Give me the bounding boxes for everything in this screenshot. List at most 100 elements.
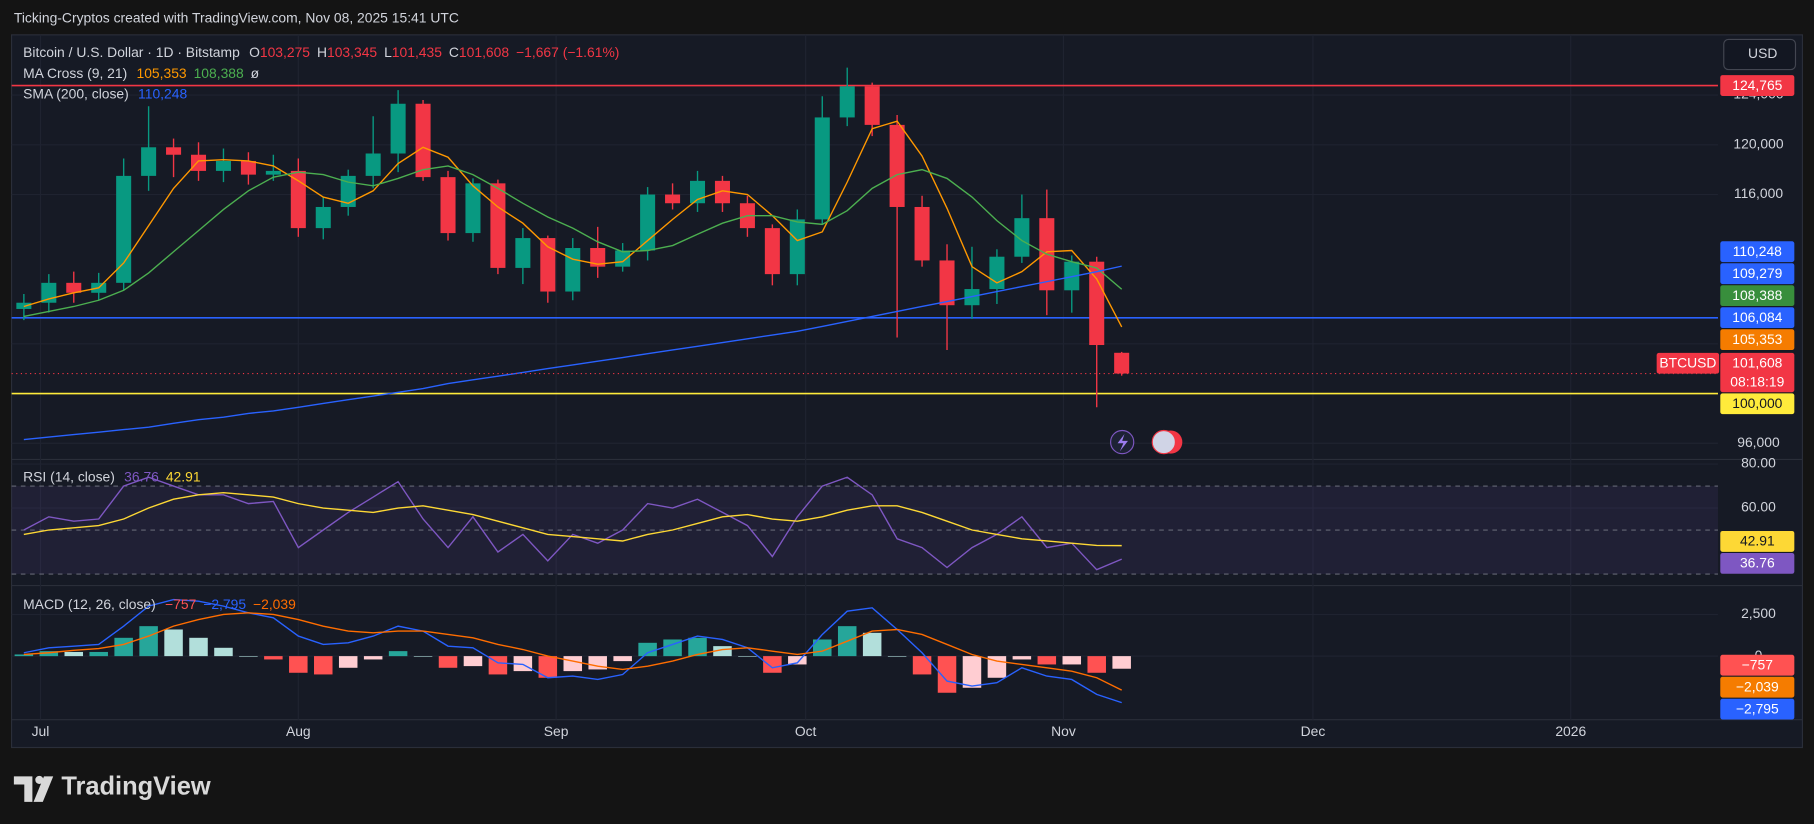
indicator-value: −757: [165, 596, 197, 612]
candle-body: [166, 147, 182, 155]
histogram-bar: [788, 656, 807, 665]
candle-body: [814, 117, 830, 220]
price-label-box: [1720, 263, 1795, 285]
histogram-bar: [1112, 656, 1131, 669]
candle-body: [465, 183, 481, 234]
histogram-bar: [1062, 656, 1082, 665]
currency-button[interactable]: USD: [1723, 38, 1797, 71]
x-tick-label: Dec: [1301, 723, 1326, 739]
price-label-box: [1720, 654, 1795, 676]
histogram-bar: [1012, 656, 1032, 660]
indicator-name: RSI (14, close): [23, 469, 115, 485]
pane: [11, 463, 1718, 575]
brand: TradingView: [61, 773, 211, 801]
price-label: 36.76: [1740, 555, 1775, 571]
histogram-bar: [912, 656, 932, 675]
series-line: [23, 491, 1122, 547]
event-icons: [1110, 429, 1183, 455]
indicator-value: 108,388: [194, 65, 244, 81]
histogram-bar: [413, 656, 433, 657]
histogram-bar: [338, 656, 358, 668]
histogram-bar: [1087, 656, 1106, 673]
candle-body: [839, 86, 855, 118]
candle-body: [141, 147, 157, 176]
histogram-bar: [638, 642, 657, 657]
series-line: [23, 265, 1122, 441]
series-line: [23, 165, 1123, 318]
legend-key: C: [449, 44, 459, 60]
x-tick-label: 2026: [1555, 723, 1586, 739]
price-label-box: [1720, 531, 1795, 552]
candle-body: [365, 153, 381, 176]
price-label-box: [1720, 698, 1795, 720]
candle-body: [490, 183, 506, 268]
price-label: 101,608: [1732, 355, 1782, 371]
legend-value: 101,435: [392, 44, 442, 60]
candle-body: [615, 250, 631, 267]
histogram-bar: [887, 656, 907, 657]
price-label-box: [1720, 352, 1795, 393]
legend-value: 101,608: [459, 44, 509, 60]
candle-body: [864, 86, 880, 125]
histogram-bar: [613, 656, 632, 662]
logo-mark: [35, 775, 44, 784]
indicator-value: 110,248: [138, 86, 187, 102]
price-label: −2,795: [1736, 700, 1779, 716]
x-tick-label: Sep: [544, 723, 569, 739]
candle-body: [764, 228, 780, 275]
candle-body: [565, 248, 581, 292]
histogram-bar: [937, 656, 957, 693]
candle-body: [290, 170, 306, 229]
logo-mark: [33, 776, 54, 802]
series-line: [23, 120, 1123, 328]
price-label-box: [1720, 241, 1795, 263]
y-tick-label: 80.00: [1741, 455, 1776, 471]
price-label-box: [1720, 307, 1795, 329]
candle-body: [340, 175, 356, 207]
histogram-bar: [563, 656, 583, 672]
histogram-bar: [89, 651, 108, 657]
price-label-box: [1720, 676, 1795, 698]
button-frame[interactable]: [1723, 38, 1797, 71]
candle-body: [665, 194, 681, 204]
candle-body: [315, 206, 331, 229]
indicator-value: 36.76: [124, 469, 159, 485]
candle-body: [1014, 218, 1030, 257]
brand-logo: TradingView: [13, 773, 211, 802]
histogram-bar: [214, 647, 233, 657]
pane: [11, 598, 1718, 704]
candle-body: [889, 124, 905, 207]
histogram-bar: [64, 651, 84, 657]
histogram-bar: [139, 626, 158, 657]
button-label[interactable]: USD: [1748, 45, 1777, 61]
candle-body: [415, 103, 431, 178]
histogram-bar: [114, 637, 133, 657]
histogram-bar: [363, 656, 383, 660]
price-label: −2,039: [1736, 678, 1779, 694]
candle-body: [265, 170, 281, 175]
indicator-value: −2,795: [203, 596, 246, 612]
x-tick-label: Jul: [32, 723, 50, 739]
candle-body: [390, 103, 406, 154]
legend-change: −1,667 (−1.61%): [516, 44, 619, 60]
legend-value: 103,345: [327, 44, 377, 60]
price-label-box: [1720, 75, 1795, 96]
legend-value: 103,275: [260, 44, 310, 60]
candle-body: [41, 282, 57, 303]
candle-body: [215, 160, 231, 171]
symbol-tag: [1656, 352, 1720, 374]
legend-key: L: [384, 44, 392, 60]
candle-body: [116, 175, 132, 283]
series-line: [23, 598, 1122, 704]
indicator-value: −2,039: [253, 596, 296, 612]
candle-body: [640, 194, 656, 251]
candle-body: [714, 180, 730, 204]
histogram-bar: [688, 637, 707, 657]
pane: [11, 67, 1718, 444]
price-label: 105,353: [1732, 331, 1782, 347]
legend-title: Bitcoin / U.S. Dollar · 1D · Bitstamp: [23, 44, 240, 60]
indicator-name: MACD (12, 26, close): [23, 596, 156, 612]
price-label-box: [1720, 552, 1795, 574]
chart-panel: [10, 34, 1804, 749]
